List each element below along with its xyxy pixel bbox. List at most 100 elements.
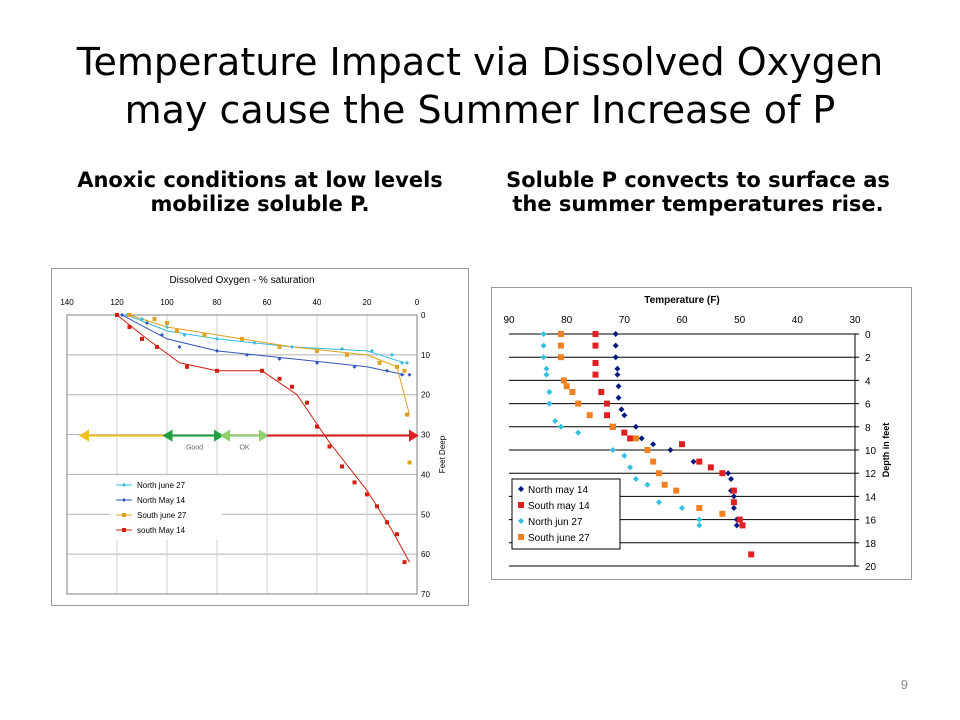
temp-data-point: [592, 331, 599, 337]
temp-data-point: [696, 458, 703, 465]
temp-data-point: [592, 371, 599, 378]
do-data-point: [377, 360, 382, 365]
do-y-tick-label: 30: [421, 431, 430, 440]
temp-data-point: [733, 522, 740, 529]
temp-data-point: [615, 383, 622, 390]
do-data-point: [260, 368, 264, 373]
subtitle-right-line-2: the summer temperatures rise.: [512, 192, 884, 216]
do-x-tick-label: 80: [213, 298, 222, 307]
temp-data-point: [632, 435, 639, 442]
do-data-point: [160, 332, 164, 337]
temp-data-point: [650, 441, 657, 448]
temp-data-point: [719, 510, 726, 517]
temp-data-point: [730, 493, 737, 500]
temp-data-point: [604, 412, 611, 419]
do-data-point: [177, 344, 182, 349]
subtitle-right: Soluble P convects to surface as the sum…: [488, 168, 908, 216]
do-x-tick-label: 120: [110, 298, 124, 307]
do-data-point: [277, 356, 282, 361]
do-legend-marker: [122, 498, 126, 502]
do-data-point: [290, 344, 294, 349]
do-legend-box: [110, 476, 222, 540]
temp-legend-marker: [518, 518, 524, 524]
temp-data-point: [696, 505, 703, 511]
temp-data-point: [557, 354, 564, 361]
do-x-tick-label: 20: [363, 298, 372, 307]
do-arrow-good-head-right: [214, 429, 224, 442]
temp-data-point: [575, 429, 582, 436]
temp-data-point: [540, 354, 547, 361]
do-data-point: [305, 400, 309, 405]
do-data-point: [340, 346, 344, 351]
do-data-point: [352, 364, 357, 369]
do-data-point: [352, 480, 357, 485]
temp-data-point: [543, 365, 550, 372]
do-y-tick-label: 60: [421, 550, 430, 559]
do-data-point: [140, 336, 144, 341]
temp-x-tick-label: 30: [849, 315, 861, 326]
temp-data-point: [728, 476, 735, 482]
temp-data-point: [655, 499, 662, 506]
temp-y-axis-label: Depth in feet: [881, 423, 891, 478]
temp-data-point: [569, 389, 576, 395]
do-data-point: [152, 316, 157, 321]
temp-data-point: [679, 505, 685, 511]
do-legend-marker: [122, 528, 126, 532]
do-data-point: [400, 360, 404, 365]
temp-y-tick-label: 18: [865, 539, 877, 550]
do-trend-line: [121, 314, 405, 376]
do-data-point: [385, 520, 389, 525]
temp-data-point: [546, 400, 553, 407]
temp-y-tick-label: 0: [865, 330, 871, 341]
do-x-tick-label: 100: [160, 298, 174, 307]
do-chart-title: Dissolved Oxygen - % saturation: [169, 275, 314, 286]
temp-data-point: [612, 331, 619, 337]
do-x-tick-label: 140: [60, 298, 74, 307]
do-x-tick-label: 40: [313, 298, 322, 307]
temp-data-point: [557, 331, 564, 337]
temp-data-point: [592, 342, 599, 349]
do-legend-label: South june 27: [137, 511, 187, 520]
do-data-point: [327, 444, 332, 449]
temp-data-point: [627, 464, 634, 471]
temp-data-point: [586, 412, 593, 419]
do-data-point: [400, 372, 404, 377]
temp-x-tick-label: 90: [503, 315, 515, 326]
do-data-point: [370, 348, 374, 353]
temp-chart-panel: Temperature (F) 90 80 70 60 50 40 30 0 2 4 6 8 10 12 14…: [491, 287, 912, 580]
temp-x-tick-label: 80: [561, 315, 573, 326]
temp-y-tick-label: 20: [865, 562, 877, 573]
temp-data-point: [632, 423, 639, 430]
do-legend: North june 27 North May 14 South june 27 so…: [110, 476, 222, 540]
do-data-point: [175, 328, 179, 333]
temp-data-point: [673, 487, 680, 494]
temp-legend-box: [511, 478, 621, 550]
temp-legend-marker: [518, 502, 524, 508]
do-data-point: [185, 364, 189, 369]
do-data-point: [215, 348, 219, 353]
do-data-point: [215, 368, 219, 373]
temp-legend-label: South may 14: [528, 501, 590, 512]
temp-x-tick-label: 60: [676, 315, 688, 326]
do-chart-panel: Dissolved Oxygen - % saturation 140 120 100…: [51, 268, 469, 606]
do-data-point: [240, 336, 244, 341]
temp-data-point: [667, 447, 674, 453]
do-zone-label-ok: OK: [239, 445, 249, 452]
do-zone-label-good: Good: [186, 445, 203, 452]
temp-legend-marker: [518, 534, 524, 540]
do-data-point: [215, 336, 219, 341]
temp-y-tick-label: 12: [865, 469, 877, 480]
do-data-point: [165, 320, 169, 325]
temp-data-point: [621, 412, 628, 419]
temp-y-tick-label: 8: [865, 423, 871, 434]
subtitle-left: Anoxic conditions at low levels mobilize…: [50, 168, 470, 216]
do-data-point: [340, 464, 344, 469]
temp-data-point: [618, 406, 625, 413]
do-gridlines: [66, 314, 418, 595]
temp-data-point: [540, 331, 547, 337]
temp-chart: Temperature (F) 90 80 70 60 50 40 30 0 2 4 6 8 10 12 14…: [503, 295, 891, 573]
title-line-2: may cause the Summer Increase of P: [124, 88, 836, 132]
temp-data-point: [719, 470, 726, 477]
temp-data-point: [621, 452, 628, 459]
do-data-point: [365, 492, 369, 497]
